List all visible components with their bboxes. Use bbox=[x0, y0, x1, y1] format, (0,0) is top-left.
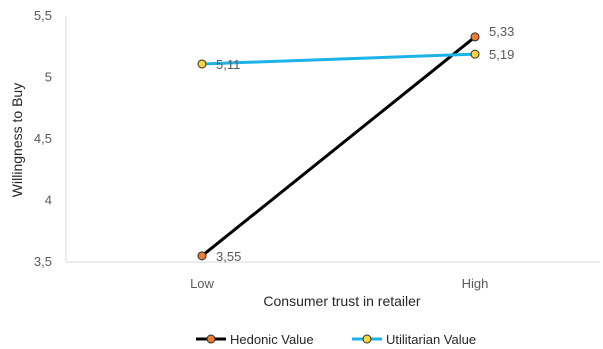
legend-utilitarian-value-label: Utilitarian Value bbox=[386, 332, 476, 347]
x-tick-label: Low bbox=[190, 276, 214, 291]
x-axis-title: Consumer trust in retailer bbox=[263, 293, 421, 309]
hedonic-value-data-label: 5,33 bbox=[489, 24, 514, 39]
y-tick-label: 5,5 bbox=[34, 8, 52, 23]
legend-hedonic-value-label: Hedonic Value bbox=[230, 332, 314, 347]
y-tick-label: 4 bbox=[45, 193, 52, 208]
y-tick-label: 5 bbox=[45, 70, 52, 85]
legend-hedonic-value-marker bbox=[206, 334, 216, 344]
hedonic-value-data-label: 3,55 bbox=[216, 249, 241, 264]
utilitarian-value-line bbox=[201, 52, 476, 66]
y-tick-label: 3,5 bbox=[34, 254, 52, 269]
legend-utilitarian-value-marker bbox=[362, 334, 372, 344]
y-tick-label: 4,5 bbox=[34, 131, 52, 146]
hedonic-value-line bbox=[201, 35, 476, 258]
y-axis-title: Willingness to Buy bbox=[9, 83, 25, 197]
utilitarian-value-data-label: 5,11 bbox=[216, 57, 240, 72]
hedonic-value-marker bbox=[197, 251, 207, 261]
hedonic-value-marker bbox=[470, 32, 480, 42]
utilitarian-value-marker bbox=[197, 59, 207, 69]
utilitarian-value-marker bbox=[470, 49, 480, 59]
utilitarian-value-data-label: 5,19 bbox=[489, 47, 514, 62]
x-tick-label: High bbox=[462, 276, 489, 291]
